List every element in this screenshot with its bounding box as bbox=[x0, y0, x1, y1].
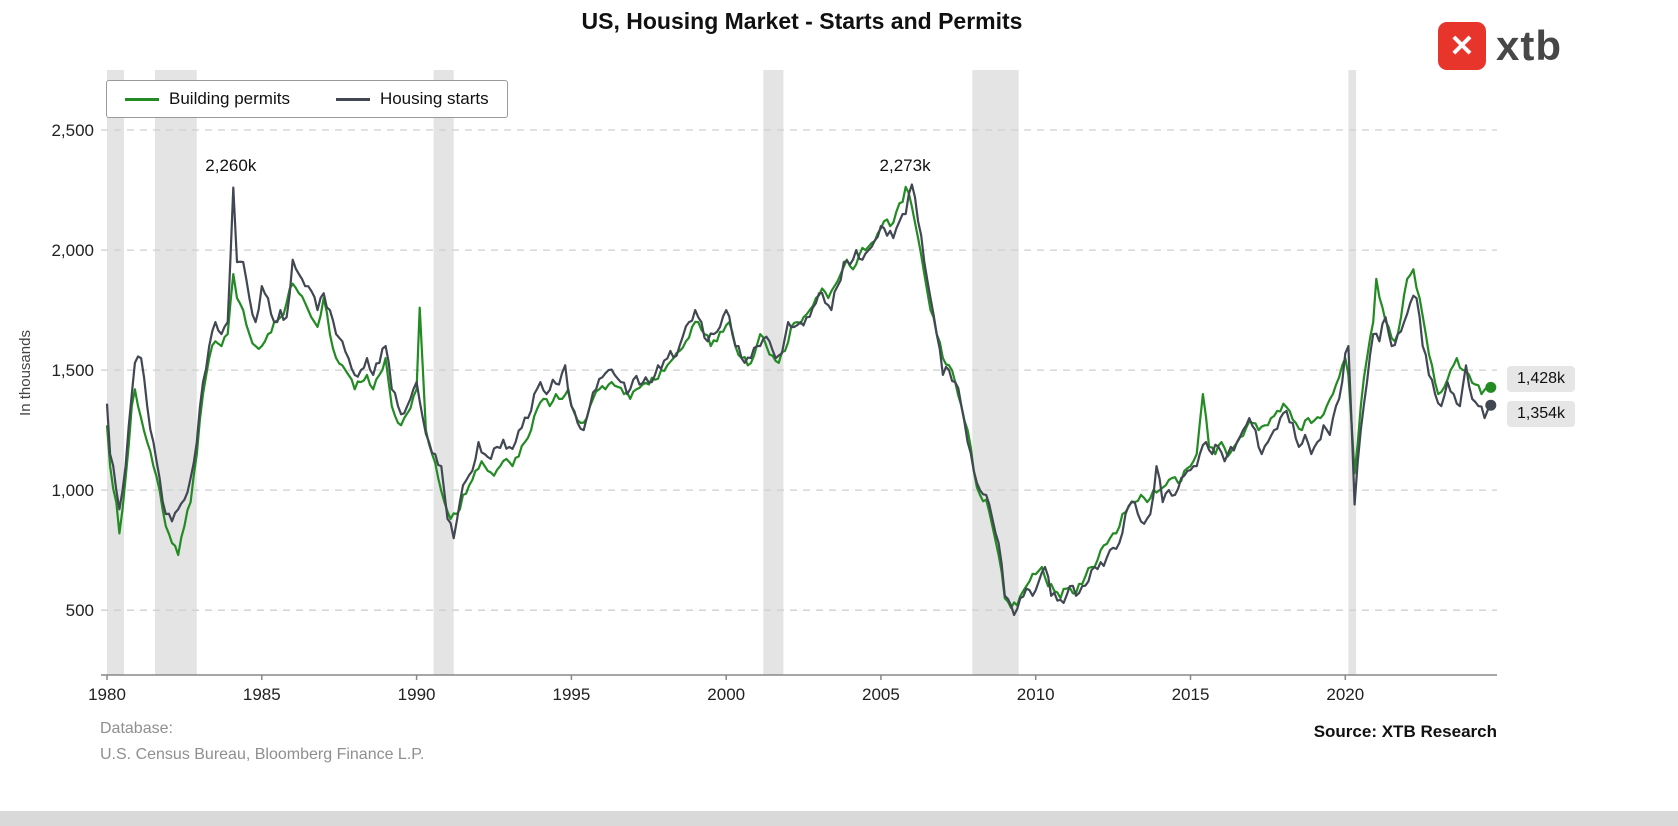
database-note: Database: U.S. Census Bureau, Bloomberg … bbox=[100, 716, 424, 767]
svg-text:2020: 2020 bbox=[1326, 685, 1364, 704]
source-note: Source: XTB Research bbox=[1313, 722, 1497, 741]
svg-text:2000: 2000 bbox=[707, 685, 745, 704]
end-label-housing-starts: 1,354k bbox=[1507, 401, 1576, 428]
page-title: US, Housing Market - Starts and Permits bbox=[581, 8, 1023, 34]
peak-annotation-2006: 2,273k bbox=[879, 155, 931, 175]
legend-item-building-permits: Building permits bbox=[125, 89, 290, 109]
window-bottom-edge bbox=[0, 811, 1678, 826]
xtb-logo-icon: ✕ bbox=[1438, 22, 1486, 70]
svg-text:2,500: 2,500 bbox=[51, 121, 94, 140]
xtb-logo-glyph: ✕ bbox=[1449, 29, 1475, 63]
svg-text:2,000: 2,000 bbox=[51, 241, 94, 260]
xtb-logo-text: xtb bbox=[1496, 22, 1562, 69]
svg-text:500: 500 bbox=[66, 601, 94, 620]
svg-text:1990: 1990 bbox=[398, 685, 436, 704]
svg-text:1,500: 1,500 bbox=[51, 361, 94, 380]
xtb-logo: ✕ xtb bbox=[1438, 22, 1562, 70]
svg-text:1985: 1985 bbox=[243, 685, 281, 704]
legend-item-housing-starts: Housing starts bbox=[335, 89, 489, 109]
svg-text:2015: 2015 bbox=[1172, 685, 1210, 704]
peak-annotation-1984: 2,260k bbox=[205, 155, 257, 175]
database-label: Database: bbox=[100, 720, 173, 737]
svg-text:1,000: 1,000 bbox=[51, 481, 94, 500]
svg-text:2010: 2010 bbox=[1017, 685, 1055, 704]
housing-starts-line-swatch-icon bbox=[335, 97, 370, 101]
svg-text:1980: 1980 bbox=[88, 685, 126, 704]
chart-legend: Building permits Housing starts bbox=[106, 80, 508, 118]
legend-label-building-permits: Building permits bbox=[169, 89, 290, 108]
svg-text:1995: 1995 bbox=[552, 685, 590, 704]
svg-text:2005: 2005 bbox=[862, 685, 900, 704]
end-label-building-permits: 1,428k bbox=[1507, 366, 1576, 393]
legend-label-housing-starts: Housing starts bbox=[379, 89, 489, 108]
database-value: U.S. Census Bureau, Bloomberg Finance L.… bbox=[100, 745, 425, 763]
building-permits-line-swatch-icon bbox=[125, 97, 159, 101]
